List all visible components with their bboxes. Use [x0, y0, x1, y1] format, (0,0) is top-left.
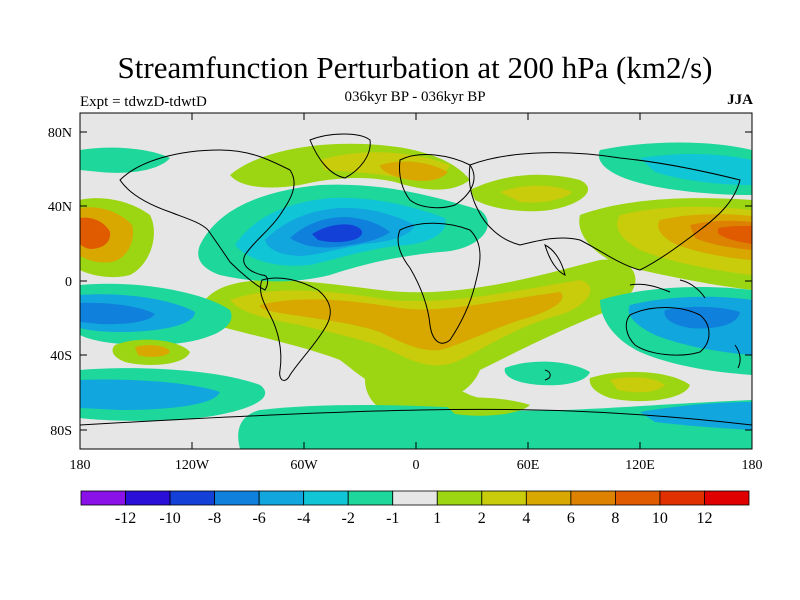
colorbar-swatch	[481, 490, 527, 506]
x-tick-label: 0	[413, 458, 420, 473]
x-axis: 180 120W 60W 0 60E 120E 180	[70, 113, 763, 473]
x-tick-label: 180	[70, 458, 91, 473]
colorbar-swatch	[615, 490, 661, 506]
colorbar-label: 2	[478, 510, 486, 527]
contour-region	[259, 292, 563, 351]
colorbar-swatch	[347, 490, 394, 506]
colorbar-label: -2	[342, 510, 355, 527]
chart-subtitle: 036kyr BP - 036kyr BP	[344, 89, 486, 105]
colorbar-label: 10	[652, 510, 668, 527]
colorbar-swatch	[80, 490, 126, 506]
contour-region	[440, 397, 530, 416]
y-tick-label: 40S	[50, 349, 72, 364]
contour-region	[80, 302, 155, 325]
x-tick-label: 120E	[625, 458, 655, 473]
contour-region	[640, 402, 752, 430]
colorbar-swatch	[659, 490, 705, 506]
colorbar-swatch	[125, 490, 171, 506]
season-label: JJA	[727, 92, 753, 108]
colorbar-label: -4	[297, 510, 310, 527]
y-tick-label: 80N	[48, 126, 72, 141]
colorbar: -12 -10 -8 -6 -4 -2 -1 1 2 4 6 8 10 12	[80, 490, 750, 527]
contour-region	[610, 377, 665, 393]
contour-region	[238, 400, 752, 449]
y-tick-label: 0	[65, 275, 72, 290]
colorbar-label: -10	[159, 510, 180, 527]
contour-region	[718, 225, 752, 244]
contour-region	[135, 345, 170, 357]
colorbar-swatch	[214, 490, 260, 506]
colorbar-label: 8	[611, 510, 619, 527]
colorbar-swatch	[169, 490, 215, 506]
x-tick-label: 120W	[175, 458, 210, 473]
x-tick-label: 180	[742, 458, 763, 473]
contour-region	[80, 379, 220, 410]
colorbar-swatch	[303, 490, 349, 506]
chart-title: Streamfunction Perturbation at 200 hPa (…	[117, 50, 713, 85]
coastlines	[80, 133, 752, 426]
colorbar-swatch	[570, 490, 616, 506]
contour-region	[312, 224, 363, 243]
contour-region	[80, 147, 170, 173]
contour-region	[380, 161, 448, 181]
colorbar-label: -6	[252, 510, 265, 527]
x-tick-label: 60W	[290, 458, 318, 473]
y-tick-label: 40N	[48, 200, 72, 215]
contour-region	[80, 217, 111, 249]
y-tick-label: 80S	[50, 424, 72, 439]
colorbar-label: 12	[696, 510, 712, 527]
colorbar-swatch	[258, 490, 305, 506]
colorbar-label: 1	[433, 510, 441, 527]
contour-region	[500, 185, 572, 203]
colorbar-label: -1	[386, 510, 399, 527]
colorbar-label: 4	[522, 510, 530, 527]
x-tick-label: 60E	[517, 458, 540, 473]
experiment-label: Expt = tdwzD-tdwtD	[80, 94, 207, 110]
colorbar-label: -12	[115, 510, 136, 527]
colorbar-swatch	[525, 490, 572, 506]
contour-region	[504, 361, 590, 386]
colorbar-swatch	[704, 490, 750, 506]
colorbar-label: 6	[567, 510, 575, 527]
colorbar-swatch	[392, 490, 438, 506]
colorbar-label: -8	[208, 510, 221, 527]
contour-field	[80, 113, 752, 449]
y-axis: 80N 40N 0 40S 80S	[48, 126, 752, 439]
colorbar-swatch	[436, 490, 483, 506]
